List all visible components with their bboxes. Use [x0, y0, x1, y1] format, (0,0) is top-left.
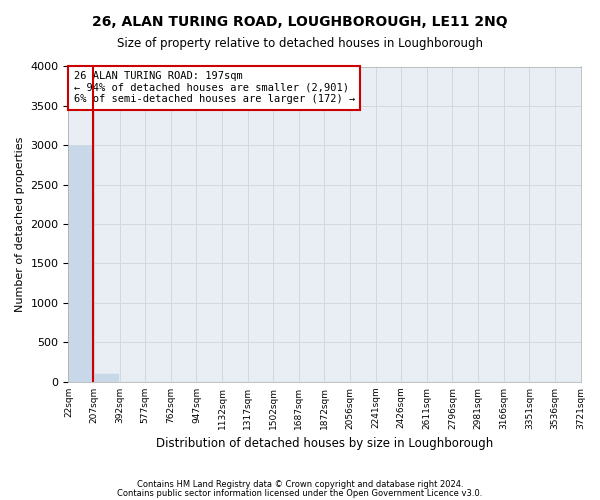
- Text: 26, ALAN TURING ROAD, LOUGHBOROUGH, LE11 2NQ: 26, ALAN TURING ROAD, LOUGHBOROUGH, LE11…: [92, 15, 508, 29]
- Bar: [70, 146, 93, 382]
- Bar: [95, 374, 119, 382]
- Y-axis label: Number of detached properties: Number of detached properties: [15, 136, 25, 312]
- Text: 26 ALAN TURING ROAD: 197sqm
← 94% of detached houses are smaller (2,901)
6% of s: 26 ALAN TURING ROAD: 197sqm ← 94% of det…: [74, 71, 355, 104]
- Text: Contains HM Land Registry data © Crown copyright and database right 2024.: Contains HM Land Registry data © Crown c…: [137, 480, 463, 489]
- Text: Contains public sector information licensed under the Open Government Licence v3: Contains public sector information licen…: [118, 488, 482, 498]
- Text: Size of property relative to detached houses in Loughborough: Size of property relative to detached ho…: [117, 38, 483, 51]
- X-axis label: Distribution of detached houses by size in Loughborough: Distribution of detached houses by size …: [156, 437, 493, 450]
